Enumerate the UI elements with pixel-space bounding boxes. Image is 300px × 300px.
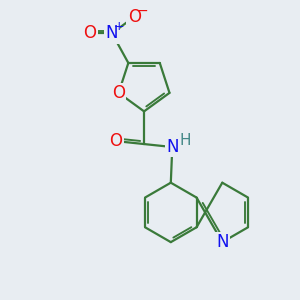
Text: N: N: [166, 138, 178, 156]
Text: H: H: [180, 133, 191, 148]
Text: N: N: [216, 233, 229, 251]
Text: N: N: [106, 24, 118, 42]
Text: O: O: [112, 84, 125, 102]
Text: +: +: [113, 20, 124, 33]
Text: −: −: [137, 4, 148, 18]
Text: O: O: [109, 132, 122, 150]
Text: O: O: [128, 8, 141, 26]
Text: O: O: [83, 24, 96, 42]
